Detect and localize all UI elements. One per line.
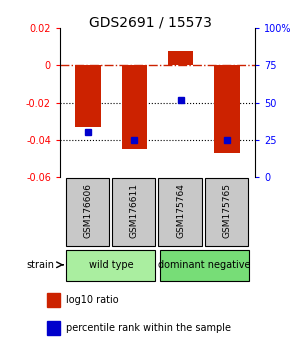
Text: GSM176606: GSM176606: [83, 183, 92, 239]
Bar: [75, 65, 100, 127]
Bar: [66, 250, 155, 281]
Text: GSM175765: GSM175765: [223, 183, 232, 239]
Bar: [168, 51, 194, 65]
Text: dominant negative: dominant negative: [158, 260, 250, 270]
Text: wild type: wild type: [89, 260, 134, 270]
Bar: [66, 178, 109, 246]
Bar: [47, 293, 60, 307]
Text: GSM175764: GSM175764: [176, 183, 185, 239]
Text: strain: strain: [26, 261, 54, 270]
Bar: [112, 178, 155, 246]
Bar: [214, 65, 240, 153]
Text: percentile rank within the sample: percentile rank within the sample: [66, 324, 231, 333]
Bar: [160, 250, 249, 281]
Bar: [47, 321, 60, 336]
Text: GSM176611: GSM176611: [130, 183, 139, 239]
Bar: [205, 178, 248, 246]
Text: GDS2691 / 15573: GDS2691 / 15573: [88, 16, 212, 30]
Bar: [158, 178, 202, 246]
Bar: [122, 65, 147, 149]
Text: log10 ratio: log10 ratio: [66, 295, 118, 306]
